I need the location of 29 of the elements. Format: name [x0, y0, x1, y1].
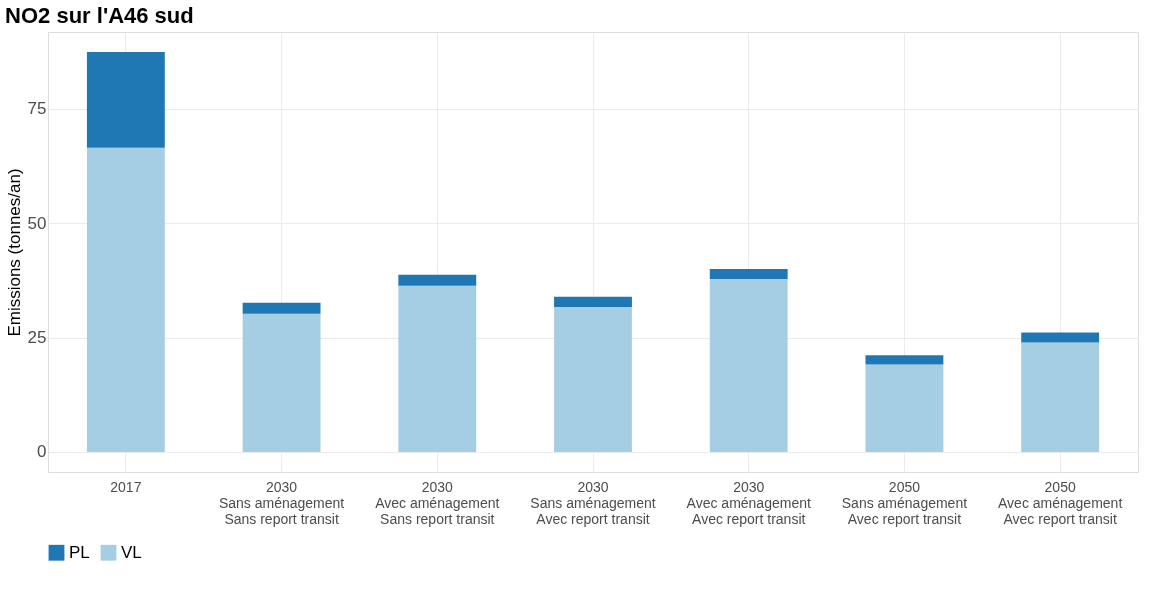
- y-tick-label: 50: [27, 213, 47, 233]
- legend-label: PL: [69, 542, 90, 562]
- x-tick-label: 2017: [110, 478, 142, 495]
- bar: [242, 313, 321, 452]
- bar: [554, 296, 632, 307]
- x-tick-label: 2030 Sans aménagement Sans report transit: [218, 478, 345, 527]
- bar: [398, 285, 477, 452]
- bar: [709, 278, 788, 452]
- bar: [86, 147, 165, 452]
- chart-title: NO2 sur l'A46 sud: [5, 3, 194, 28]
- bar: [865, 364, 944, 452]
- x-tick-label: 2050 Avec aménagement Avec report transit: [998, 478, 1123, 527]
- legend-label: VL: [121, 542, 142, 562]
- x-tick-label: 2030 Avec aménagement Avec report transit: [686, 478, 811, 527]
- bar: [398, 274, 477, 286]
- bar: [1021, 332, 1100, 343]
- x-tick-label: 2030 Sans aménagement Avec report transit: [530, 478, 656, 527]
- y-tick-label: 25: [27, 328, 47, 348]
- bar: [554, 306, 632, 452]
- y-axis-title: Emissions (tonnes/an): [4, 168, 24, 337]
- bar: [86, 52, 165, 148]
- bar: [242, 302, 321, 314]
- y-tick-label: 0: [37, 442, 47, 462]
- y-tick-label: 75: [27, 99, 47, 119]
- bar: [865, 355, 944, 365]
- x-tick-label: 2030 Avec aménagement Sans report transit: [375, 478, 500, 527]
- x-tick-label: 2050 Sans aménagement Avec report transit: [841, 478, 968, 527]
- bar: [1021, 342, 1100, 452]
- bar: [709, 268, 788, 279]
